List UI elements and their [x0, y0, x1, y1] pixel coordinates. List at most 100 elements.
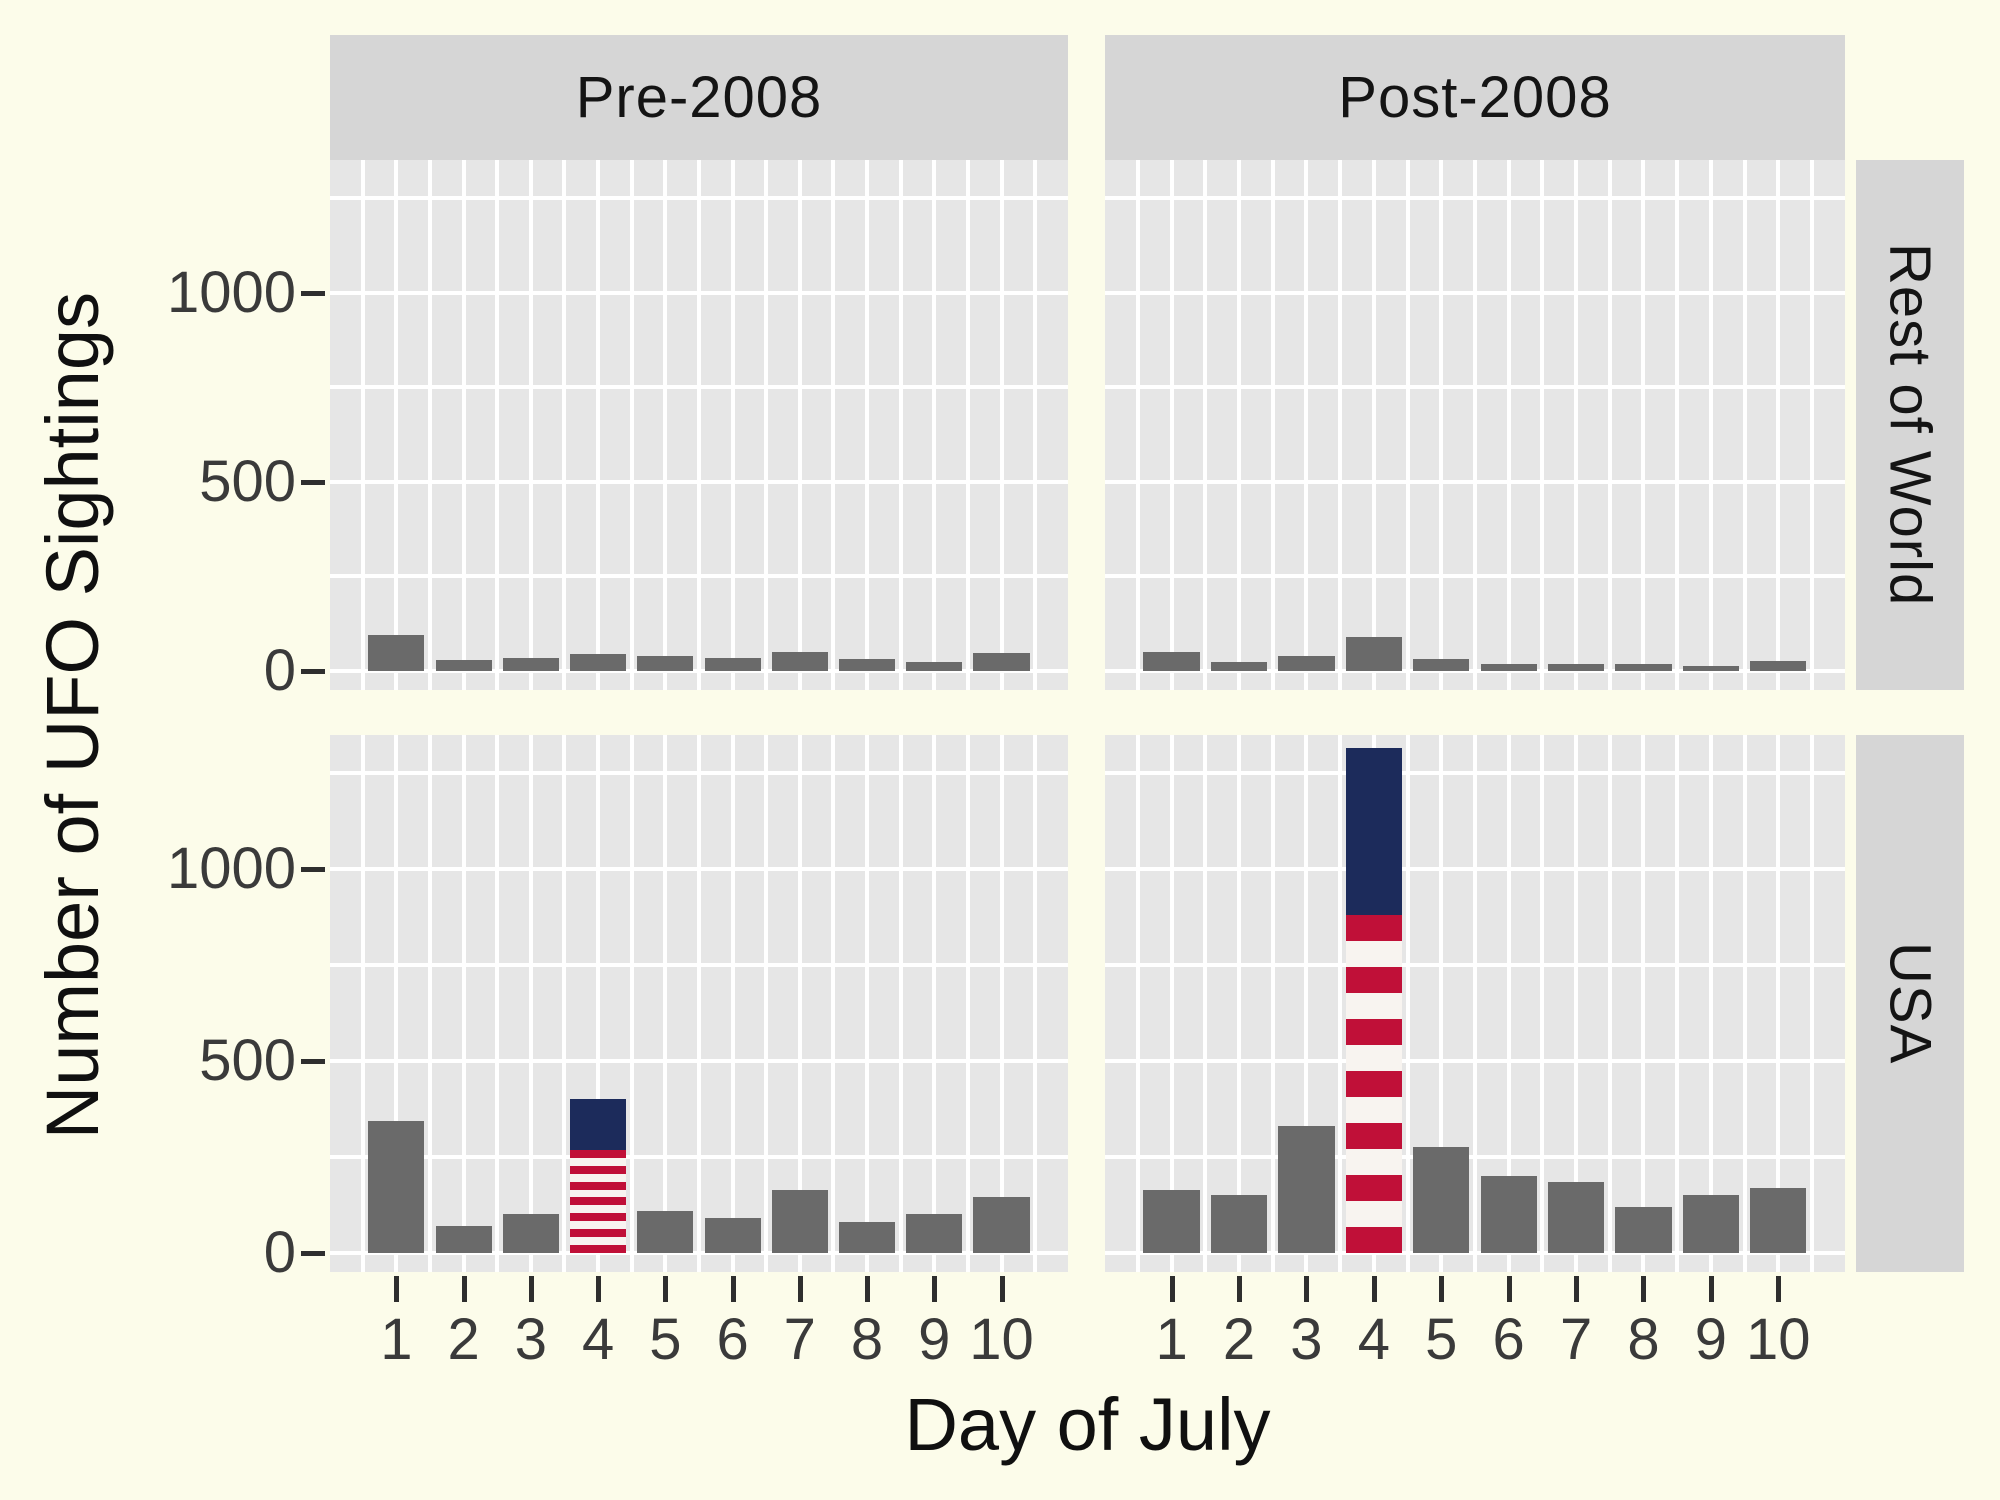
facet-strip-rest-of-world: Rest of World — [1856, 160, 1964, 690]
x-tick-mark-day-10-col-0 — [999, 1276, 1005, 1302]
gridline-vertical-major — [1574, 735, 1579, 1272]
gridline-vertical-major — [1776, 160, 1781, 690]
flag-stripe-white — [1345, 1148, 1402, 1175]
gridline-vertical-major — [999, 160, 1004, 690]
bar-day-1 — [368, 635, 425, 672]
bar-day-2 — [435, 1225, 492, 1253]
flag-stripe-white — [570, 1237, 627, 1245]
flag-stripe-white — [570, 1221, 627, 1230]
gridline-vertical-major — [1237, 735, 1241, 1272]
gridline-vertical-major — [932, 735, 937, 1272]
gridline-vertical-major — [797, 735, 802, 1272]
bar-day-1 — [1143, 1189, 1200, 1253]
y-tick-label-1000-row-1: 1000 — [166, 836, 296, 902]
flag-stripe-red — [1345, 1174, 1402, 1201]
flag-stripe-red — [570, 1229, 627, 1238]
x-tick-mark-day-2-col-0 — [461, 1276, 467, 1302]
gridline-vertical-minor — [1203, 160, 1208, 690]
x-tick-label-day-8-col-0: 8 — [850, 1307, 884, 1372]
bar-day-7 — [771, 652, 828, 672]
facet-strip-rest-of-world-label: Rest of World — [1877, 243, 1943, 607]
gridline-vertical-minor — [1472, 735, 1477, 1272]
gridline-vertical-minor — [965, 735, 970, 1272]
gridline-vertical-major — [1304, 160, 1309, 690]
gridline-vertical-major — [1506, 735, 1511, 1272]
gridline-vertical-minor — [1540, 735, 1545, 1272]
gridline-vertical-minor — [360, 160, 365, 690]
y-tick-label-500-row-1: 500 — [199, 1028, 296, 1094]
gridline-vertical-minor — [1270, 735, 1275, 1272]
x-tick-label-day-7-col-1: 7 — [1559, 1307, 1593, 1372]
flag-bar-stripes — [1345, 914, 1402, 1253]
gridline-vertical-major — [730, 160, 735, 690]
gridline-vertical-minor — [1405, 735, 1410, 1272]
flag-bar-stripes — [570, 1150, 627, 1253]
x-tick-label-day-9-col-0: 9 — [918, 1307, 951, 1372]
x-tick-label-day-2-col-0: 2 — [447, 1307, 480, 1372]
gridline-vertical-minor — [1338, 735, 1343, 1272]
panel-rest-of-world-post-2008 — [1105, 160, 1845, 690]
gridline-vertical-major — [1439, 735, 1444, 1272]
gridline-vertical-minor — [831, 735, 836, 1272]
x-tick-label-day-3-col-0: 3 — [514, 1307, 547, 1372]
gridline-vertical-major — [1371, 160, 1376, 690]
gridline-vertical-minor — [1405, 160, 1410, 690]
x-tick-mark-day-6-col-0 — [730, 1276, 736, 1302]
bar-day-3 — [502, 1214, 559, 1253]
x-tick-mark-day-2-col-1 — [1237, 1276, 1242, 1302]
flag-stripe-white — [1345, 1044, 1402, 1071]
y-axis-title: Number of UFO Sightings — [30, 292, 114, 1140]
flag-stripe-red — [570, 1165, 627, 1174]
x-tick-label-day-10-col-0: 10 — [969, 1307, 1034, 1372]
bar-day-10 — [1750, 660, 1807, 672]
flag-bar-blue-canton — [1345, 748, 1402, 915]
facet-strip-pre-2008: Pre-2008 — [330, 35, 1068, 160]
bar-day-9 — [1682, 665, 1740, 672]
bar-day-8 — [838, 1222, 896, 1253]
bar-day-8 — [1615, 1206, 1672, 1253]
gridline-vertical-minor — [696, 735, 701, 1272]
gridline-vertical-major — [797, 160, 802, 690]
gridline-vertical-major — [663, 160, 668, 690]
gridline-vertical-minor — [965, 160, 970, 690]
x-tick-mark-day-4-col-1 — [1371, 1276, 1377, 1302]
gridline-vertical-major — [865, 160, 870, 690]
gridline-vertical-major — [1708, 160, 1713, 690]
x-tick-mark-day-9-col-0 — [932, 1276, 938, 1302]
gridline-vertical-minor — [562, 160, 567, 690]
flag-stripe-white — [570, 1157, 627, 1166]
gridline-vertical-minor — [1540, 160, 1545, 690]
flag-stripe-red — [570, 1150, 627, 1158]
x-tick-label-day-8-col-1: 8 — [1627, 1307, 1660, 1372]
gridline-vertical-major — [1641, 160, 1646, 690]
x-tick-mark-day-1-col-1 — [1169, 1276, 1175, 1302]
x-tick-mark-day-8-col-0 — [865, 1276, 871, 1302]
gridline-vertical-major — [932, 160, 937, 690]
flag-stripe-red — [1345, 1226, 1402, 1253]
bar-day-6 — [704, 657, 761, 672]
gridline-vertical-major — [596, 735, 601, 1272]
gridline-vertical-minor — [495, 160, 500, 690]
y-tick-label-1000-row-0: 1000 — [166, 259, 296, 325]
gridline-vertical-minor — [898, 160, 903, 690]
y-tick-mark-1000-row-0 — [301, 290, 325, 296]
bar-day-6 — [1480, 663, 1537, 672]
gridline-vertical-major — [1169, 735, 1174, 1272]
x-tick-label-day-1-col-0: 1 — [380, 1307, 413, 1372]
gridline-vertical-minor — [1135, 160, 1140, 690]
y-tick-mark-0-row-0 — [301, 669, 325, 675]
gridline-vertical-minor — [1742, 160, 1747, 690]
bar-day-9 — [906, 1214, 963, 1253]
facet-strip-usa-label: USA — [1877, 942, 1943, 1065]
gridline-vertical-minor — [1203, 735, 1208, 1272]
x-tick-label-day-4-col-0: 4 — [581, 1307, 615, 1372]
bar-day-3 — [1278, 1126, 1335, 1253]
gridline-vertical-minor — [1607, 735, 1612, 1272]
gridline-vertical-major — [394, 160, 399, 690]
gridline-vertical-major — [528, 160, 533, 690]
flag-stripe-white — [1345, 1200, 1402, 1227]
gridline-vertical-major — [730, 735, 735, 1272]
flag-stripe-red — [570, 1181, 627, 1190]
x-tick-label-day-6-col-0: 6 — [716, 1307, 749, 1372]
x-tick-label-day-5-col-1: 5 — [1425, 1307, 1458, 1372]
